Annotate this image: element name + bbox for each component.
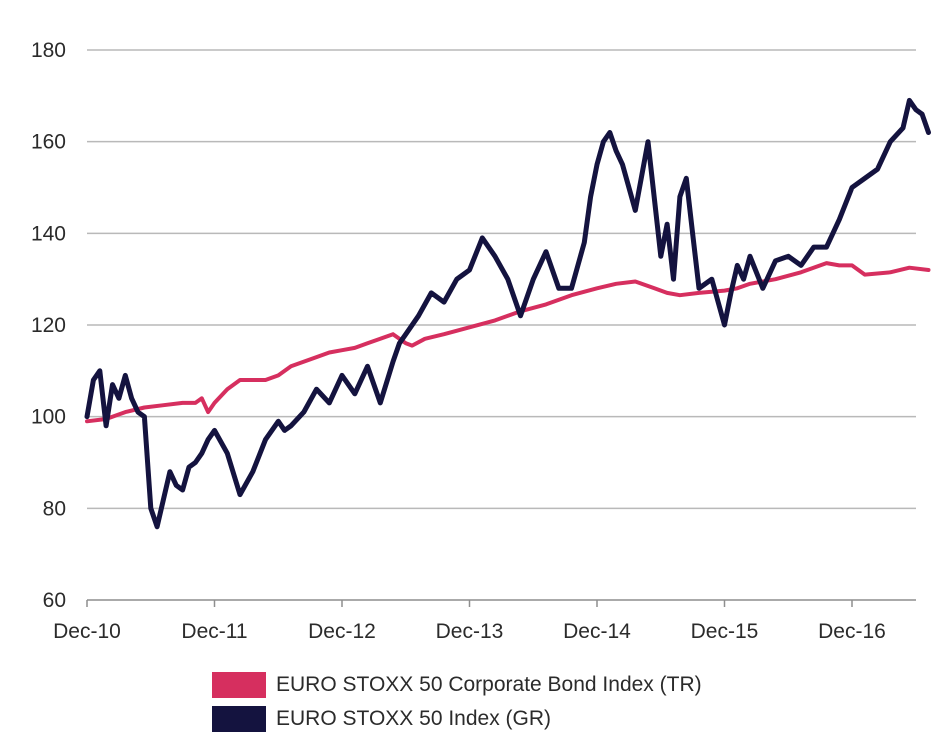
bond-index-line bbox=[85, 261, 931, 424]
legend: EURO STOXX 50 Corporate Bond Index (TR) … bbox=[212, 668, 702, 736]
gridlines bbox=[87, 49, 916, 510]
series-lines bbox=[84, 97, 931, 530]
x-axis: Dec-10 Dec-11 Dec-12 Dec-13 Dec-14 Dec-15 Dec-… bbox=[53, 599, 916, 643]
y-tick-label: 160 bbox=[31, 131, 66, 154]
x-tick-label: Dec-15 bbox=[691, 620, 759, 643]
legend-item-bond-index: EURO STOXX 50 Corporate Bond Index (TR) bbox=[212, 668, 702, 702]
y-tick-label: 120 bbox=[31, 314, 66, 337]
legend-item-equity-index: EURO STOXX 50 Index (GR) bbox=[212, 702, 702, 736]
equity-index-line bbox=[84, 97, 931, 530]
legend-swatch-equity-index bbox=[212, 706, 266, 732]
y-axis: 60 80 100 120 140 160 180 bbox=[31, 39, 66, 612]
y-tick-label: 60 bbox=[43, 589, 66, 612]
x-tick-label: Dec-11 bbox=[181, 620, 247, 643]
legend-label-bond-index: EURO STOXX 50 Corporate Bond Index (TR) bbox=[276, 673, 702, 696]
x-tick-label: Dec-14 bbox=[563, 620, 631, 643]
legend-label-equity-index: EURO STOXX 50 Index (GR) bbox=[276, 707, 552, 730]
x-tick-label: Dec-16 bbox=[818, 620, 886, 643]
x-tick-label: Dec-13 bbox=[436, 620, 504, 643]
y-tick-label: 80 bbox=[43, 497, 66, 520]
x-tick-label: Dec-12 bbox=[308, 620, 376, 643]
y-tick-label: 140 bbox=[31, 222, 66, 245]
x-tick-label: Dec-10 bbox=[53, 620, 121, 643]
y-tick-label: 100 bbox=[31, 406, 66, 429]
y-tick-label: 180 bbox=[31, 39, 66, 62]
legend-swatch-bond-index bbox=[212, 672, 266, 698]
